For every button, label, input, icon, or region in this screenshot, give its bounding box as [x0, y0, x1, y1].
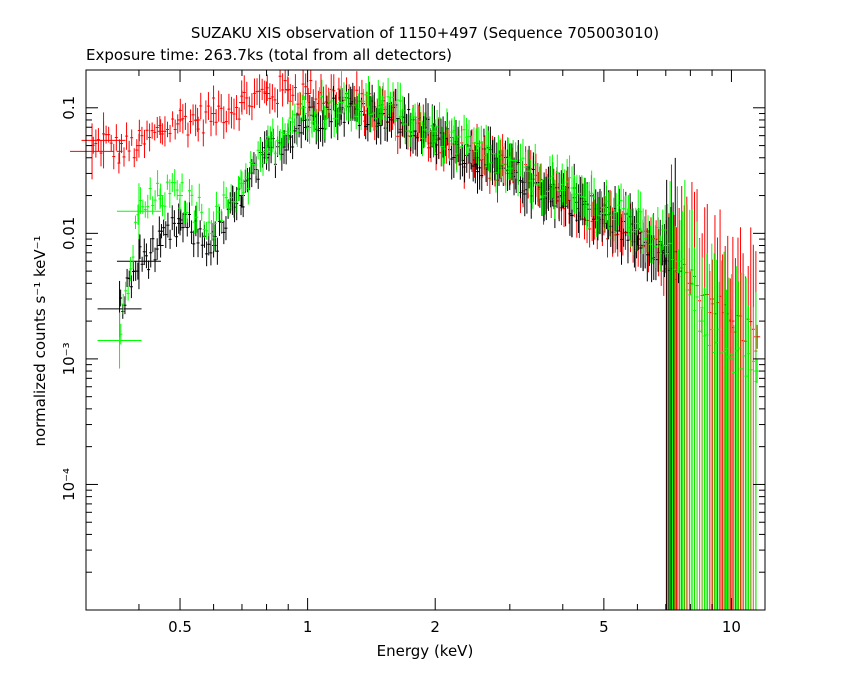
chart-title: SUZAKU XIS observation of 1150+497 (Sequ…	[191, 24, 659, 42]
tick-label-layer: 0.5 1 2 5 10 0.1 0.01 10⁻³ 10⁻⁴	[60, 96, 741, 636]
tick-layer	[85, 69, 765, 611]
y-tick-label: 10⁻⁴	[60, 468, 78, 501]
x-axis-label: Energy (keV)	[377, 642, 474, 660]
chart-subtitle: Exposure time: 263.7ks (total from all d…	[86, 46, 452, 64]
y-axis-label: normalized counts s⁻¹ keV⁻¹	[31, 235, 49, 446]
x-tick-label: 1	[303, 618, 313, 636]
plot-frame	[85, 69, 766, 611]
x-tick-label: 0.5	[168, 618, 192, 636]
x-tick-label: 10	[722, 618, 741, 636]
y-tick-label: 10⁻³	[60, 342, 78, 375]
x-tick-label: 5	[599, 618, 609, 636]
y-tick-label: 0.01	[60, 217, 78, 250]
y-tick-label: 0.1	[60, 96, 78, 120]
x-tick-label: 2	[430, 618, 440, 636]
series-layer	[70, 70, 761, 610]
series-2	[97, 71, 761, 610]
